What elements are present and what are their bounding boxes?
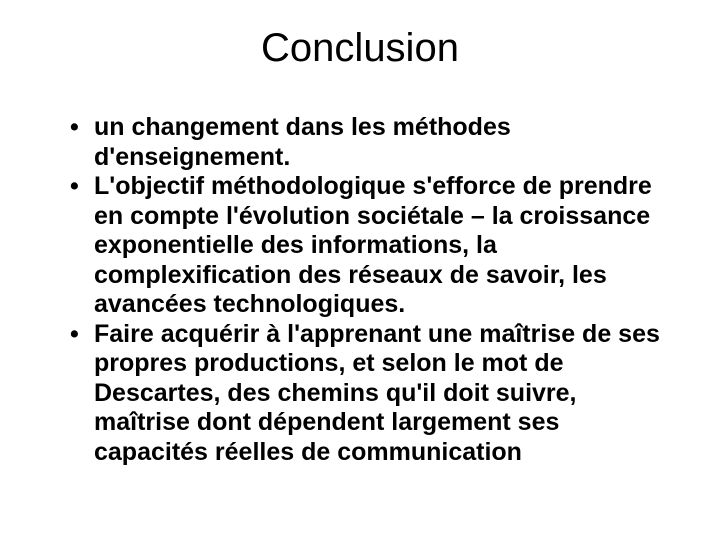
bullet-item: un changement dans les méthodes d'enseig… bbox=[70, 113, 670, 172]
slide-title: Conclusion bbox=[40, 26, 680, 71]
slide-container: Conclusion un changement dans les méthod… bbox=[0, 0, 720, 540]
bullet-list: un changement dans les méthodes d'enseig… bbox=[40, 113, 680, 467]
bullet-item: Faire acquérir à l'apprenant une maîtris… bbox=[70, 320, 670, 468]
bullet-item: L'objectif méthodologique s'efforce de p… bbox=[70, 172, 670, 320]
